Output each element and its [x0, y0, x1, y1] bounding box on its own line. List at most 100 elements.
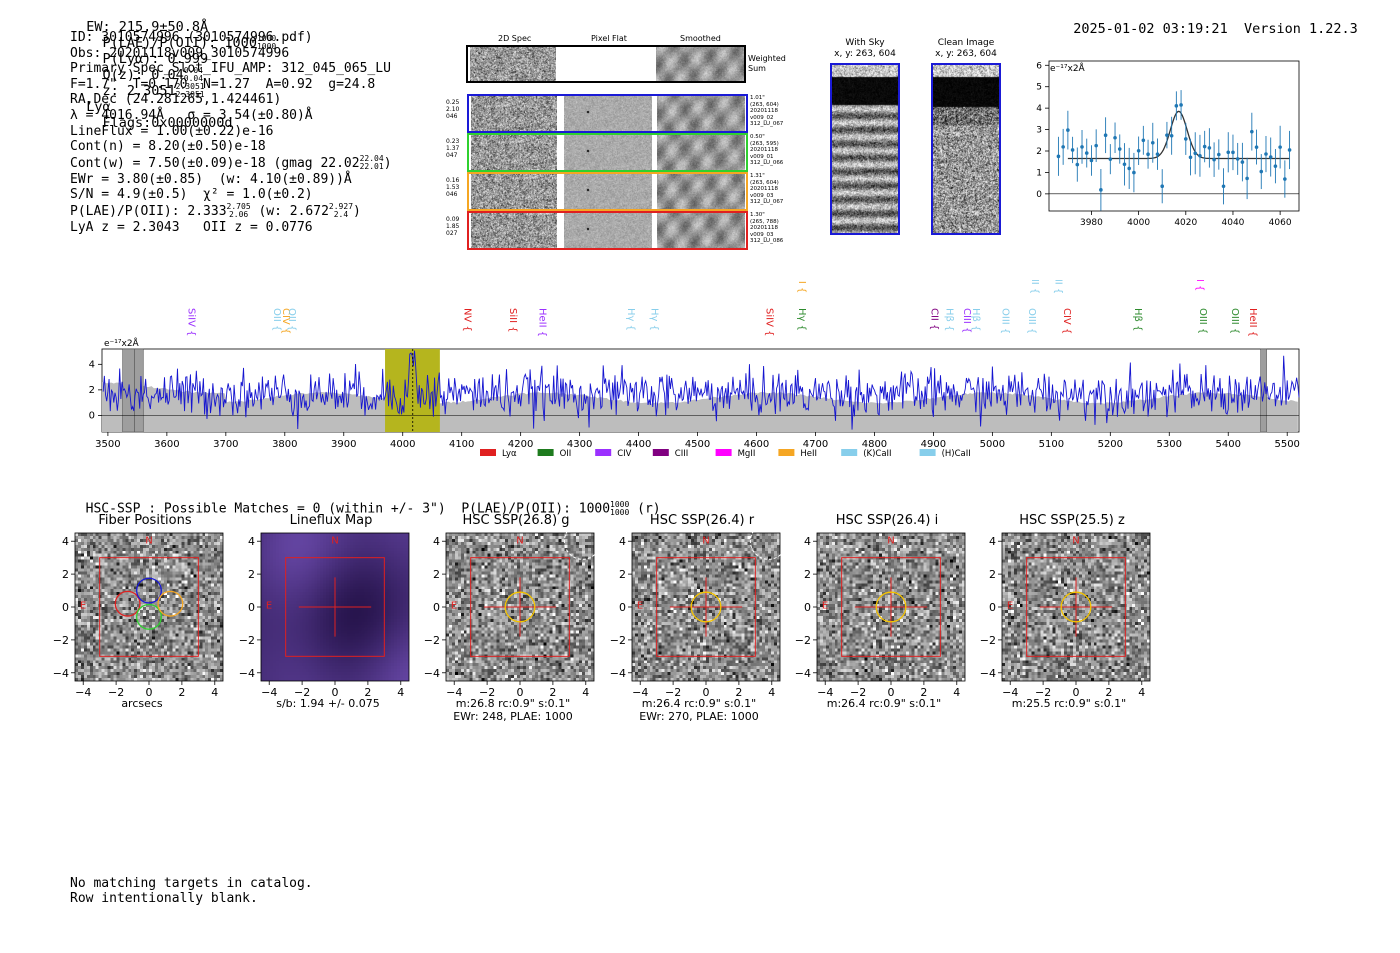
cutout-x-tick: −2 [1035, 686, 1051, 699]
spec-row-flat-image [564, 135, 652, 170]
detection-info: ID: 3010574996 (3010574996.pdf) Obs: 202… [70, 30, 392, 236]
fit-data-point [1202, 144, 1207, 149]
cutout-y-tick: 4 [804, 535, 811, 548]
legend-label: Lyα [502, 449, 517, 459]
info-sn: S/N = 4.9(±0.5) χ² = 1.0(±0.2) [70, 187, 313, 203]
fit-data-point [1183, 137, 1188, 141]
emission-line-label: OIII { [1029, 280, 1040, 294]
aperture-circle [1060, 591, 1092, 623]
fit-model-curve [1067, 110, 1290, 160]
info-lambda: λ = 4016.94Å σ = 3.54(±0.80)Å [70, 107, 313, 123]
fit-data-point [1103, 133, 1108, 137]
cutout-y-tick: 2 [248, 568, 255, 581]
cutout-footer: m:26.8 rc:0.9" s:0.1" EWr: 248, PLAE: 100… [433, 697, 593, 723]
cutout-y-tick: −4 [610, 667, 626, 680]
emission-line-label: SiIV { [186, 308, 197, 336]
weighted-sum-2d [470, 47, 556, 81]
cutout-x-tick: −2 [850, 686, 866, 699]
fit-data-point [1235, 157, 1240, 161]
east-label: E [266, 601, 272, 612]
fit-data-point [1188, 155, 1193, 160]
fit-data-point [1150, 140, 1155, 145]
cutout-panel: N E −4 −2 0 2 4 4 2 0 −2 −4 [424, 528, 596, 699]
fit-data-point [1268, 155, 1273, 159]
spectrum-x-tick: 4900 [921, 439, 946, 450]
z-value: z: 2.3051 [102, 83, 176, 99]
spectrum-x-tick: 3500 [95, 439, 120, 450]
cutout-footer: m:26.4 rc:0.9" s:0.1" EWr: 270, PLAE: 100… [619, 697, 779, 723]
fit-x-tick: 4040 [1222, 218, 1245, 228]
legend-swatch [537, 449, 554, 456]
info-plae: P(LAE)/P(OII): 2.333 2.705 2.06 (w: 2.672 2… [70, 202, 361, 220]
emission-line-label: OIII { [1229, 308, 1240, 334]
cutout-caption: m:26.8 rc:0.9" s:0.1" [455, 697, 571, 710]
legend-label: MgII [738, 449, 756, 459]
cutout-x-tick: −4 [261, 686, 277, 699]
cutout-caption: arcsecs [121, 697, 163, 710]
fit-data-point [1221, 184, 1226, 189]
col-title-smoothed: Smoothed [680, 34, 721, 43]
cutout-x-tick: 4 [211, 686, 218, 699]
search-box [470, 557, 570, 657]
legend-label: CIV [617, 449, 631, 459]
blank-row-note: Row intentionally blank. [70, 891, 258, 906]
info-obs: Obs: 20201118v009_3010574996 [70, 45, 290, 61]
plae-value: P(LAE)/P(OII): 1000 [102, 35, 257, 51]
fit-data-point [1259, 169, 1264, 174]
emission-line-label: Hγ { [625, 308, 636, 331]
search-box [285, 557, 385, 657]
cutout-caption-2: EWr: 270, PLAE: 1000 [639, 710, 759, 723]
cutout-y-tick: 2 [619, 568, 626, 581]
cutout-panel: N E −4 −2 0 2 4 4 2 0 −2 −4 [610, 528, 782, 699]
cutout-y-tick: 2 [989, 568, 996, 581]
search-box [1026, 557, 1126, 657]
z-line: Lyα [86, 99, 111, 115]
spectrum-y-tick: 2 [89, 385, 95, 396]
fit-data-point [1174, 104, 1179, 108]
cutout-y-tick: 0 [248, 601, 255, 614]
fit-data-point [1136, 148, 1141, 153]
fit-data-point [1254, 145, 1259, 149]
legend-swatch [778, 449, 795, 456]
spectrum-x-tick: 4600 [744, 439, 769, 450]
legend-swatch [480, 449, 496, 456]
cutout-y-tick: −2 [795, 634, 811, 647]
with-sky-image [830, 63, 900, 235]
fit-data-point [1056, 154, 1061, 159]
cutout-panel: N E −4 −2 0 2 4 4 2 0 −2 −4 [239, 532, 410, 699]
cutout-caption-2: EWr: 248, PLAE: 1000 [453, 710, 573, 723]
info-fwhm: F=1.7" T=0.170 N=1.27 A=0.92 g=24.8 [70, 76, 376, 92]
emission-line-label: CIII { [796, 280, 807, 293]
fit-data-point [1132, 170, 1136, 175]
fit-x-tick: 3980 [1080, 218, 1103, 228]
emission-line-label: OIII { [1052, 280, 1063, 294]
cutout-y-tick: −4 [424, 667, 440, 680]
cutout-y-tick: 4 [619, 535, 626, 548]
info-radec: RA,Dec (24.281265,1.424461) [70, 92, 282, 108]
fiber-circle [114, 590, 141, 617]
fit-y-tick: 4 [1036, 104, 1042, 114]
col-title-pixelflat: Pixel Flat [591, 34, 627, 43]
spec-row-stats: 0.25 2.10 046 [446, 99, 460, 120]
fit-data-point [1117, 147, 1122, 151]
aperture-circle [690, 591, 722, 623]
emission-line-label: OIII { [999, 308, 1010, 334]
fit-data-point [1165, 133, 1169, 137]
timestamp-version: 2025-01-02 03:19:21 Version 1.22.3 [1057, 5, 1358, 37]
emission-line-label: Hγ { [796, 308, 807, 331]
fit-data-point [1273, 164, 1278, 168]
fit-data-point [1198, 154, 1202, 158]
cutout-x-tick: 2 [1105, 686, 1112, 699]
spec-row-fiber-info: 1.30" (265, 788) 20201118 v009_03 312_LU… [750, 212, 784, 244]
legend-swatch [841, 449, 858, 456]
flags-value: Flags:0x0000000d [102, 115, 233, 131]
emission-line-label: OIII { [1197, 308, 1208, 334]
north-label: N [702, 536, 709, 547]
east-label: E [80, 601, 86, 612]
north-label: N [145, 536, 152, 547]
emission-line-label: SiII { [507, 308, 518, 333]
cutout-caption: s/b: 1.94 +/- 0.075 [276, 697, 380, 710]
fit-data-point [1094, 143, 1098, 148]
fit-data-point [1207, 146, 1212, 150]
east-label: E [637, 601, 643, 612]
